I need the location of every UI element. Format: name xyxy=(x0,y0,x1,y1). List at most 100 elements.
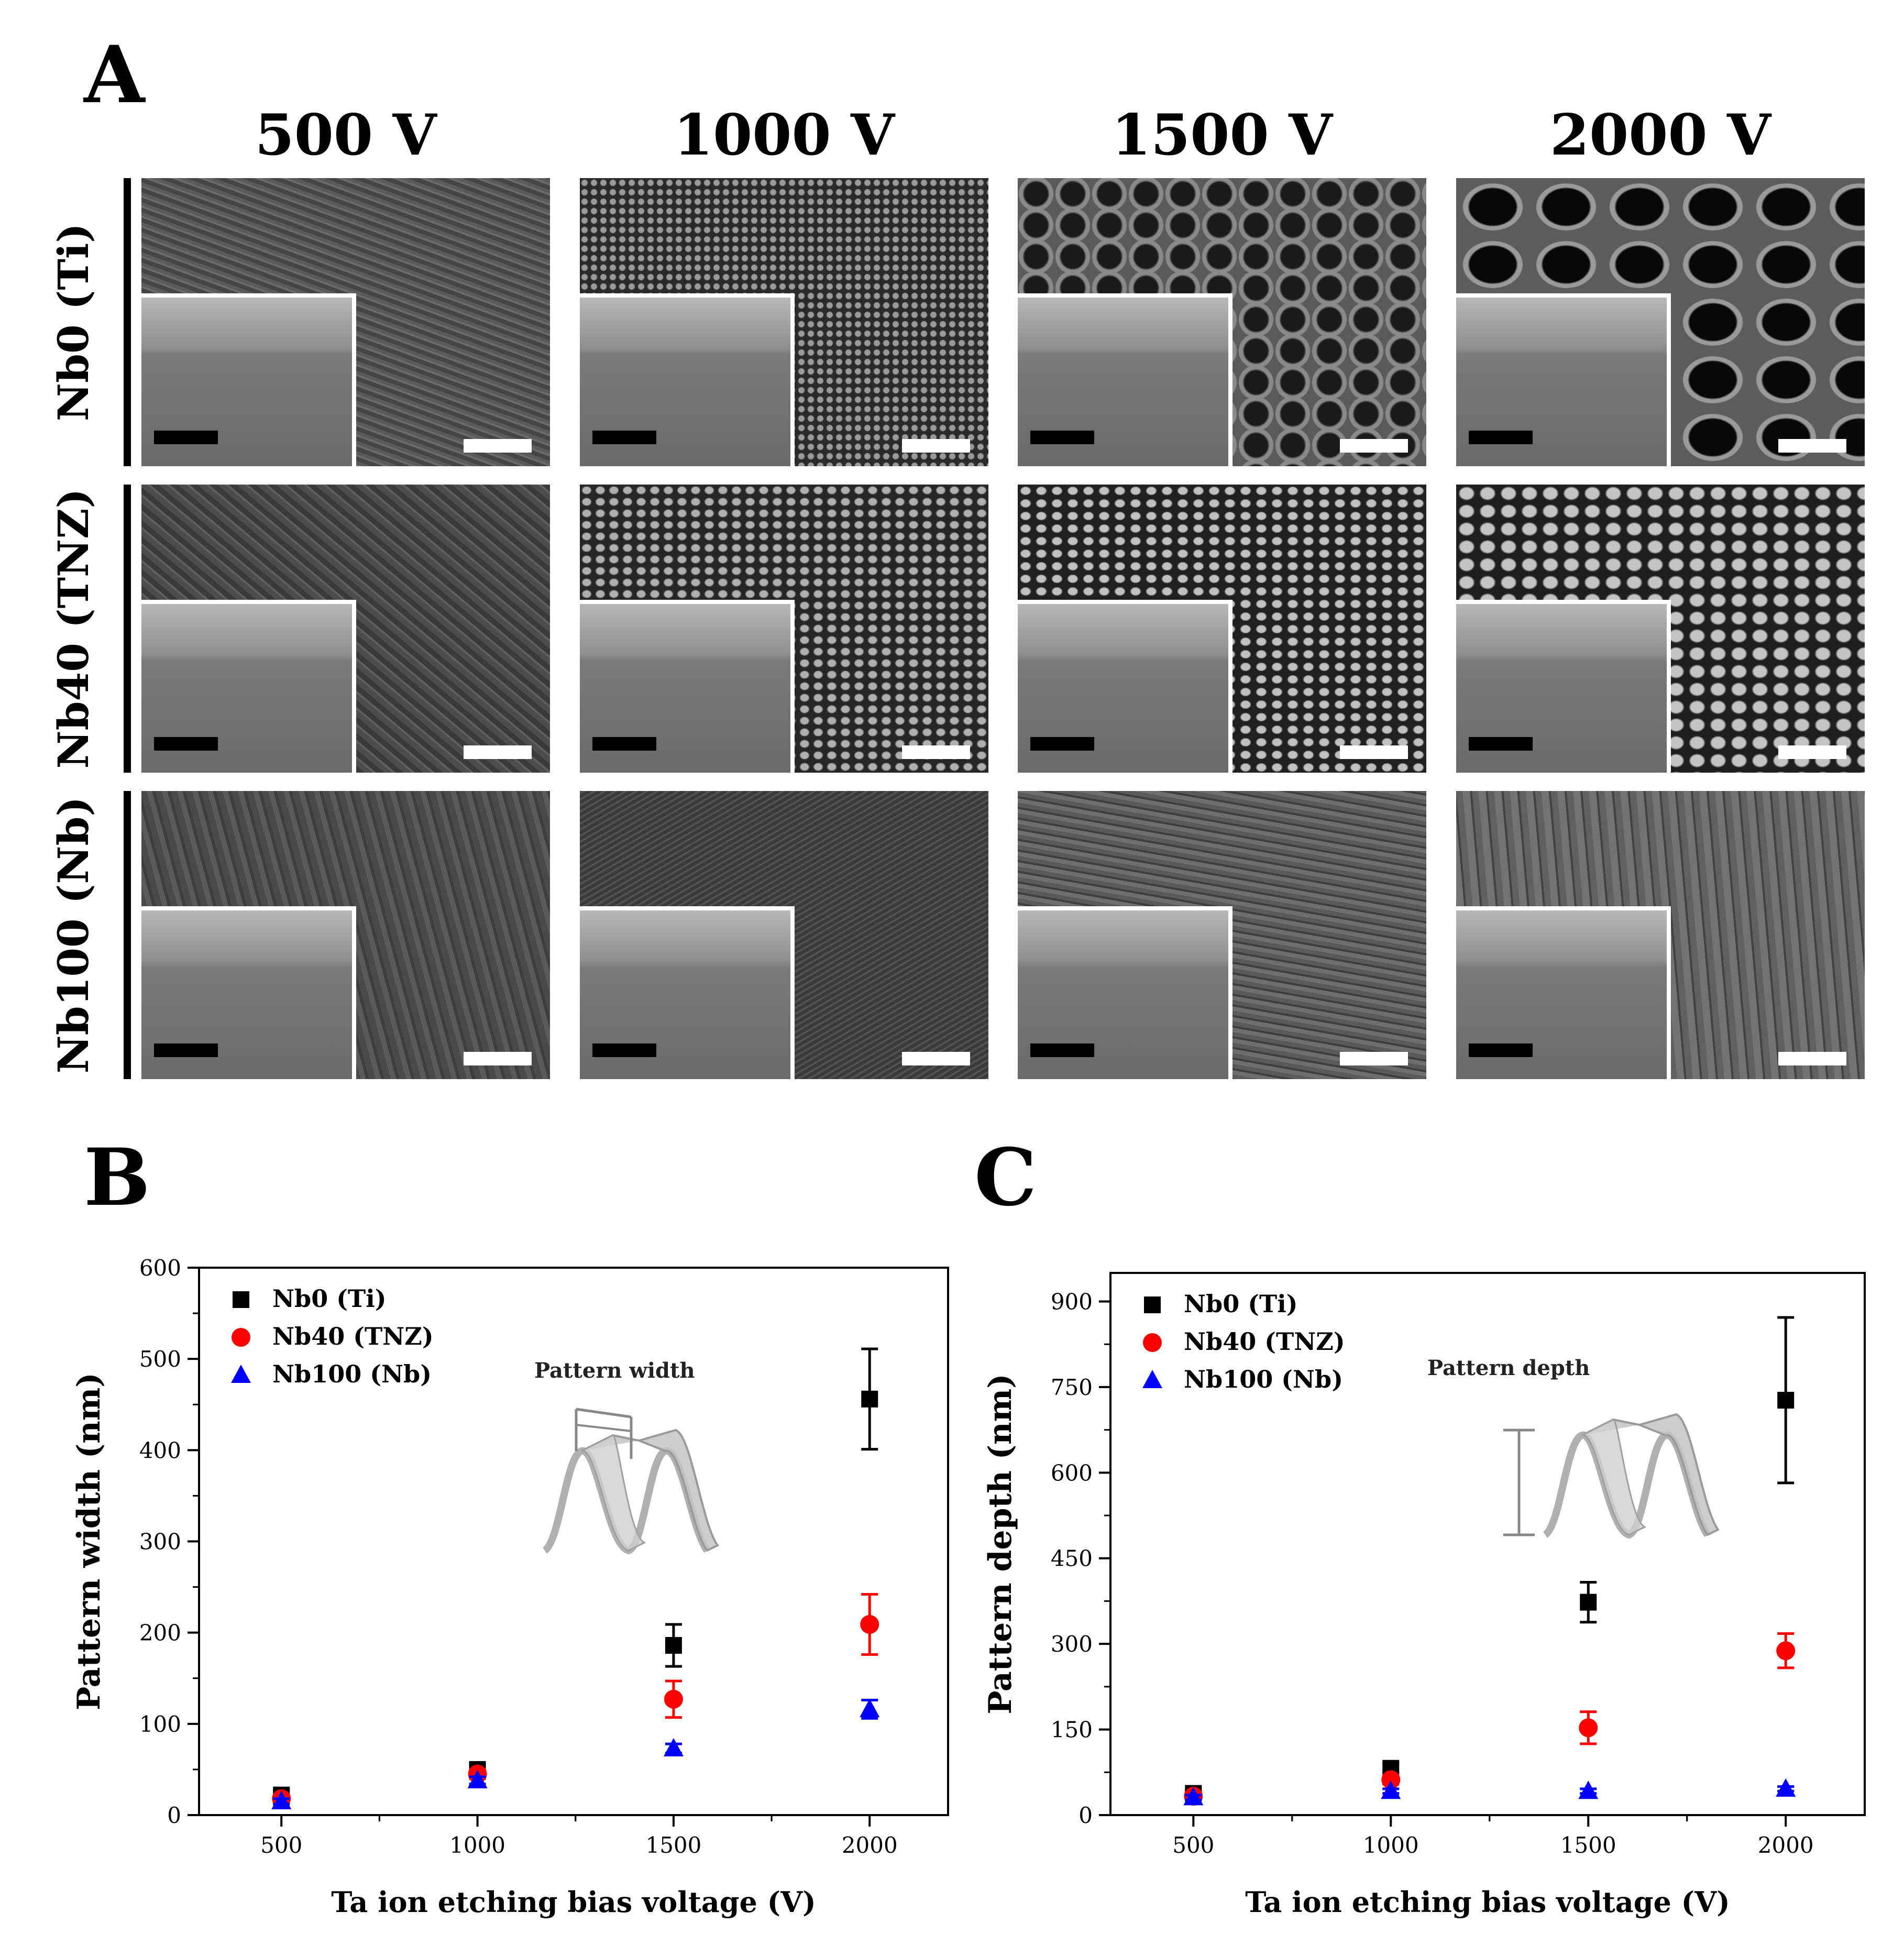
data-point xyxy=(1381,1770,1401,1789)
schematic-label: Pattern depth xyxy=(1427,1356,1590,1380)
sem-cross-section-inset xyxy=(1456,600,1671,773)
x-tick-label: 1000 xyxy=(449,1832,505,1858)
data-point xyxy=(467,1770,488,1788)
scale-bar xyxy=(902,1052,970,1065)
legend-label: Nb40 (TNZ) xyxy=(272,1322,434,1350)
chart-pattern-width: 0 100 200 300 400 500 600 500 1000 1500 2000 Ta ion… xyxy=(71,1255,949,1919)
legend-marker xyxy=(1142,1370,1162,1388)
scale-bar xyxy=(1778,745,1846,759)
legend-marker xyxy=(232,1328,250,1347)
inset-scale-bar xyxy=(592,737,656,751)
schematic-inset xyxy=(1543,1413,1720,1539)
sem-cross-section-inset xyxy=(1018,600,1232,773)
sem-image-nb0-1500v xyxy=(1018,178,1426,466)
y-tick-label: 500 xyxy=(139,1346,181,1372)
y-tick-label: 200 xyxy=(139,1620,181,1646)
x-axis-label: Ta ion etching bias voltage (V) xyxy=(331,1885,816,1919)
data-point xyxy=(1578,1781,1599,1799)
legend-marker xyxy=(1144,1296,1161,1313)
data-point xyxy=(1580,1594,1597,1611)
row-header-nb0: Nb0 (Ti) xyxy=(49,223,98,422)
y-axis-label: Pattern width (nm) xyxy=(71,1372,107,1710)
legend-label: Nb0 (Ti) xyxy=(1184,1290,1297,1318)
legend-label: Nb100 (Nb) xyxy=(272,1360,432,1388)
sem-cross-section-inset xyxy=(1456,293,1671,466)
row-bar-nb40 xyxy=(124,485,131,773)
panel-letter-a: A xyxy=(84,29,145,121)
inset-scale-bar xyxy=(1030,431,1094,444)
legend-marker xyxy=(231,1365,251,1383)
wave-surface xyxy=(1581,1413,1720,1536)
x-tick-label: 500 xyxy=(260,1832,302,1858)
data-point xyxy=(271,1790,292,1809)
sem-image-nb100-1500v xyxy=(1018,791,1426,1079)
data-point xyxy=(860,1614,879,1634)
sem-image-nb40-500v xyxy=(141,485,550,773)
sem-cross-section-inset xyxy=(1018,906,1232,1079)
scale-bar xyxy=(464,1052,532,1065)
wave-surface xyxy=(1581,1419,1647,1536)
sem-image-nb0-500v xyxy=(141,178,550,466)
legend-label: Nb100 (Nb) xyxy=(1184,1365,1343,1393)
y-tick-label: 100 xyxy=(139,1711,181,1737)
legend-marker xyxy=(1143,1333,1162,1352)
width-bracket xyxy=(576,1424,632,1432)
data-point xyxy=(663,1738,684,1756)
scale-bar xyxy=(902,439,970,453)
data-point xyxy=(1381,1781,1401,1799)
sem-cross-section-inset xyxy=(141,906,356,1079)
y-tick-label: 600 xyxy=(1051,1460,1093,1486)
sem-image-nb0-1000v xyxy=(580,178,988,466)
sem-cross-section-inset xyxy=(1018,293,1232,466)
legend-label: Nb0 (Ti) xyxy=(272,1284,386,1313)
scale-bar xyxy=(1340,439,1408,453)
data-point xyxy=(665,1637,682,1654)
inset-scale-bar xyxy=(592,431,656,444)
scale-bar xyxy=(1340,1052,1408,1065)
scale-bar xyxy=(902,745,970,759)
data-point xyxy=(1183,1787,1204,1806)
column-header-2000v: 2000 V xyxy=(1550,102,1771,168)
sem-image-nb40-1500v xyxy=(1018,485,1426,773)
sem-image-nb100-1000v xyxy=(580,791,988,1079)
y-tick-label: 900 xyxy=(1051,1289,1093,1314)
scale-bar xyxy=(1778,439,1846,453)
inset-scale-bar xyxy=(1469,431,1533,444)
data-point xyxy=(860,1698,880,1717)
column-header-1000v: 1000 V xyxy=(674,102,895,168)
y-tick-label: 0 xyxy=(1078,1803,1093,1828)
y-tick-label: 150 xyxy=(1051,1717,1093,1743)
column-header-1500v: 1500 V xyxy=(1111,102,1333,168)
sem-image-nb40-1000v xyxy=(580,485,988,773)
x-tick-label: 1000 xyxy=(1363,1832,1419,1858)
legend-marker xyxy=(233,1291,249,1308)
data-point xyxy=(1776,1641,1796,1661)
y-tick-label: 450 xyxy=(1051,1546,1093,1572)
sem-cross-section-inset xyxy=(1456,906,1671,1079)
data-point xyxy=(1777,1391,1795,1409)
sem-cross-section-inset xyxy=(141,600,356,773)
chart-pattern-depth: 0 150 300 450 600 750 900 500 1000 1500 2000 Ta ion… xyxy=(985,1272,1866,1919)
row-header-nb100: Nb100 (Nb) xyxy=(49,796,98,1074)
x-tick-label: 1500 xyxy=(1560,1832,1616,1858)
scale-bar xyxy=(1778,1052,1846,1065)
data-point xyxy=(861,1390,878,1408)
sem-cross-section-inset xyxy=(141,293,356,466)
sem-image-nb100-500v xyxy=(141,791,550,1079)
data-point xyxy=(1579,1718,1598,1738)
schematic-label: Pattern width xyxy=(534,1358,695,1383)
width-bracket xyxy=(576,1408,632,1419)
sem-image-nb0-2000v xyxy=(1456,178,1865,466)
y-axis-label: Pattern depth (nm) xyxy=(985,1373,1019,1714)
wave-surface xyxy=(581,1428,720,1552)
y-tick-label: 300 xyxy=(1051,1631,1093,1657)
inset-scale-bar xyxy=(1469,1043,1533,1057)
inset-scale-bar xyxy=(1030,737,1094,751)
x-tick-label: 500 xyxy=(1172,1832,1214,1858)
row-header-nb40: Nb40 (TNZ) xyxy=(49,488,98,769)
wave-surface xyxy=(581,1434,646,1552)
inset-scale-bar xyxy=(1469,737,1533,751)
x-tick-label: 2000 xyxy=(842,1832,898,1858)
data-point xyxy=(664,1689,683,1709)
scale-bar xyxy=(464,745,532,759)
